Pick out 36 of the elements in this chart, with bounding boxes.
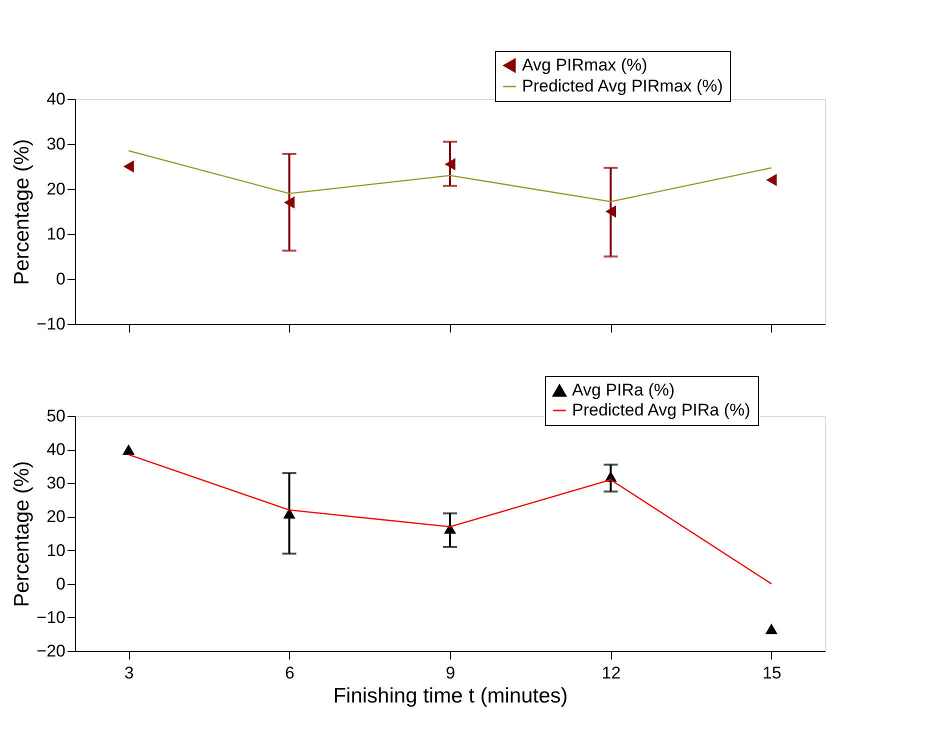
line-series	[128, 150, 772, 202]
x-tick-label: 15	[762, 664, 782, 682]
y-tick-label: 30	[46, 474, 66, 493]
y-tick-label: −20	[36, 642, 66, 660]
y-tick-label: 10	[46, 540, 66, 560]
point	[122, 444, 135, 455]
legend-label: Avg PIRa (%)	[572, 380, 675, 400]
y-tick-label: 20	[46, 180, 66, 198]
y-tick-label: 30	[46, 134, 66, 154]
legend-label: Avg PIRmax (%)	[522, 56, 648, 74]
point	[284, 196, 295, 209]
legend-label: Predicted Avg PIRmax (%)	[522, 76, 723, 96]
point	[766, 174, 777, 186]
y-tick-label: 40	[46, 440, 66, 460]
y-axis-title: Percentage (%)	[10, 139, 34, 285]
point	[283, 508, 296, 519]
x-tick-label: 3	[124, 664, 134, 682]
x-axis-title: Finishing time t (minutes)	[333, 684, 568, 708]
x-tick-label: 9	[446, 664, 456, 682]
y-tick-label: −10	[36, 314, 66, 334]
point	[605, 205, 616, 218]
y-tick-label: 40	[46, 90, 66, 108]
legend-label: Predicted Avg PIRa (%)	[572, 400, 750, 420]
y-tick-label: 10	[46, 224, 66, 244]
y-tick-label: 0	[56, 574, 66, 594]
y-axis-title: Percentage (%)	[10, 461, 34, 607]
point	[444, 158, 456, 170]
y-tick-label: −10	[36, 608, 66, 627]
point	[765, 624, 778, 634]
y-tick-label: 50	[46, 406, 66, 426]
y-tick-label: 0	[56, 270, 66, 288]
y-tick-label: 20	[46, 507, 66, 526]
x-tick-label: 6	[285, 664, 295, 682]
point	[444, 523, 456, 534]
point	[123, 160, 134, 173]
x-tick-label: 12	[602, 664, 621, 682]
